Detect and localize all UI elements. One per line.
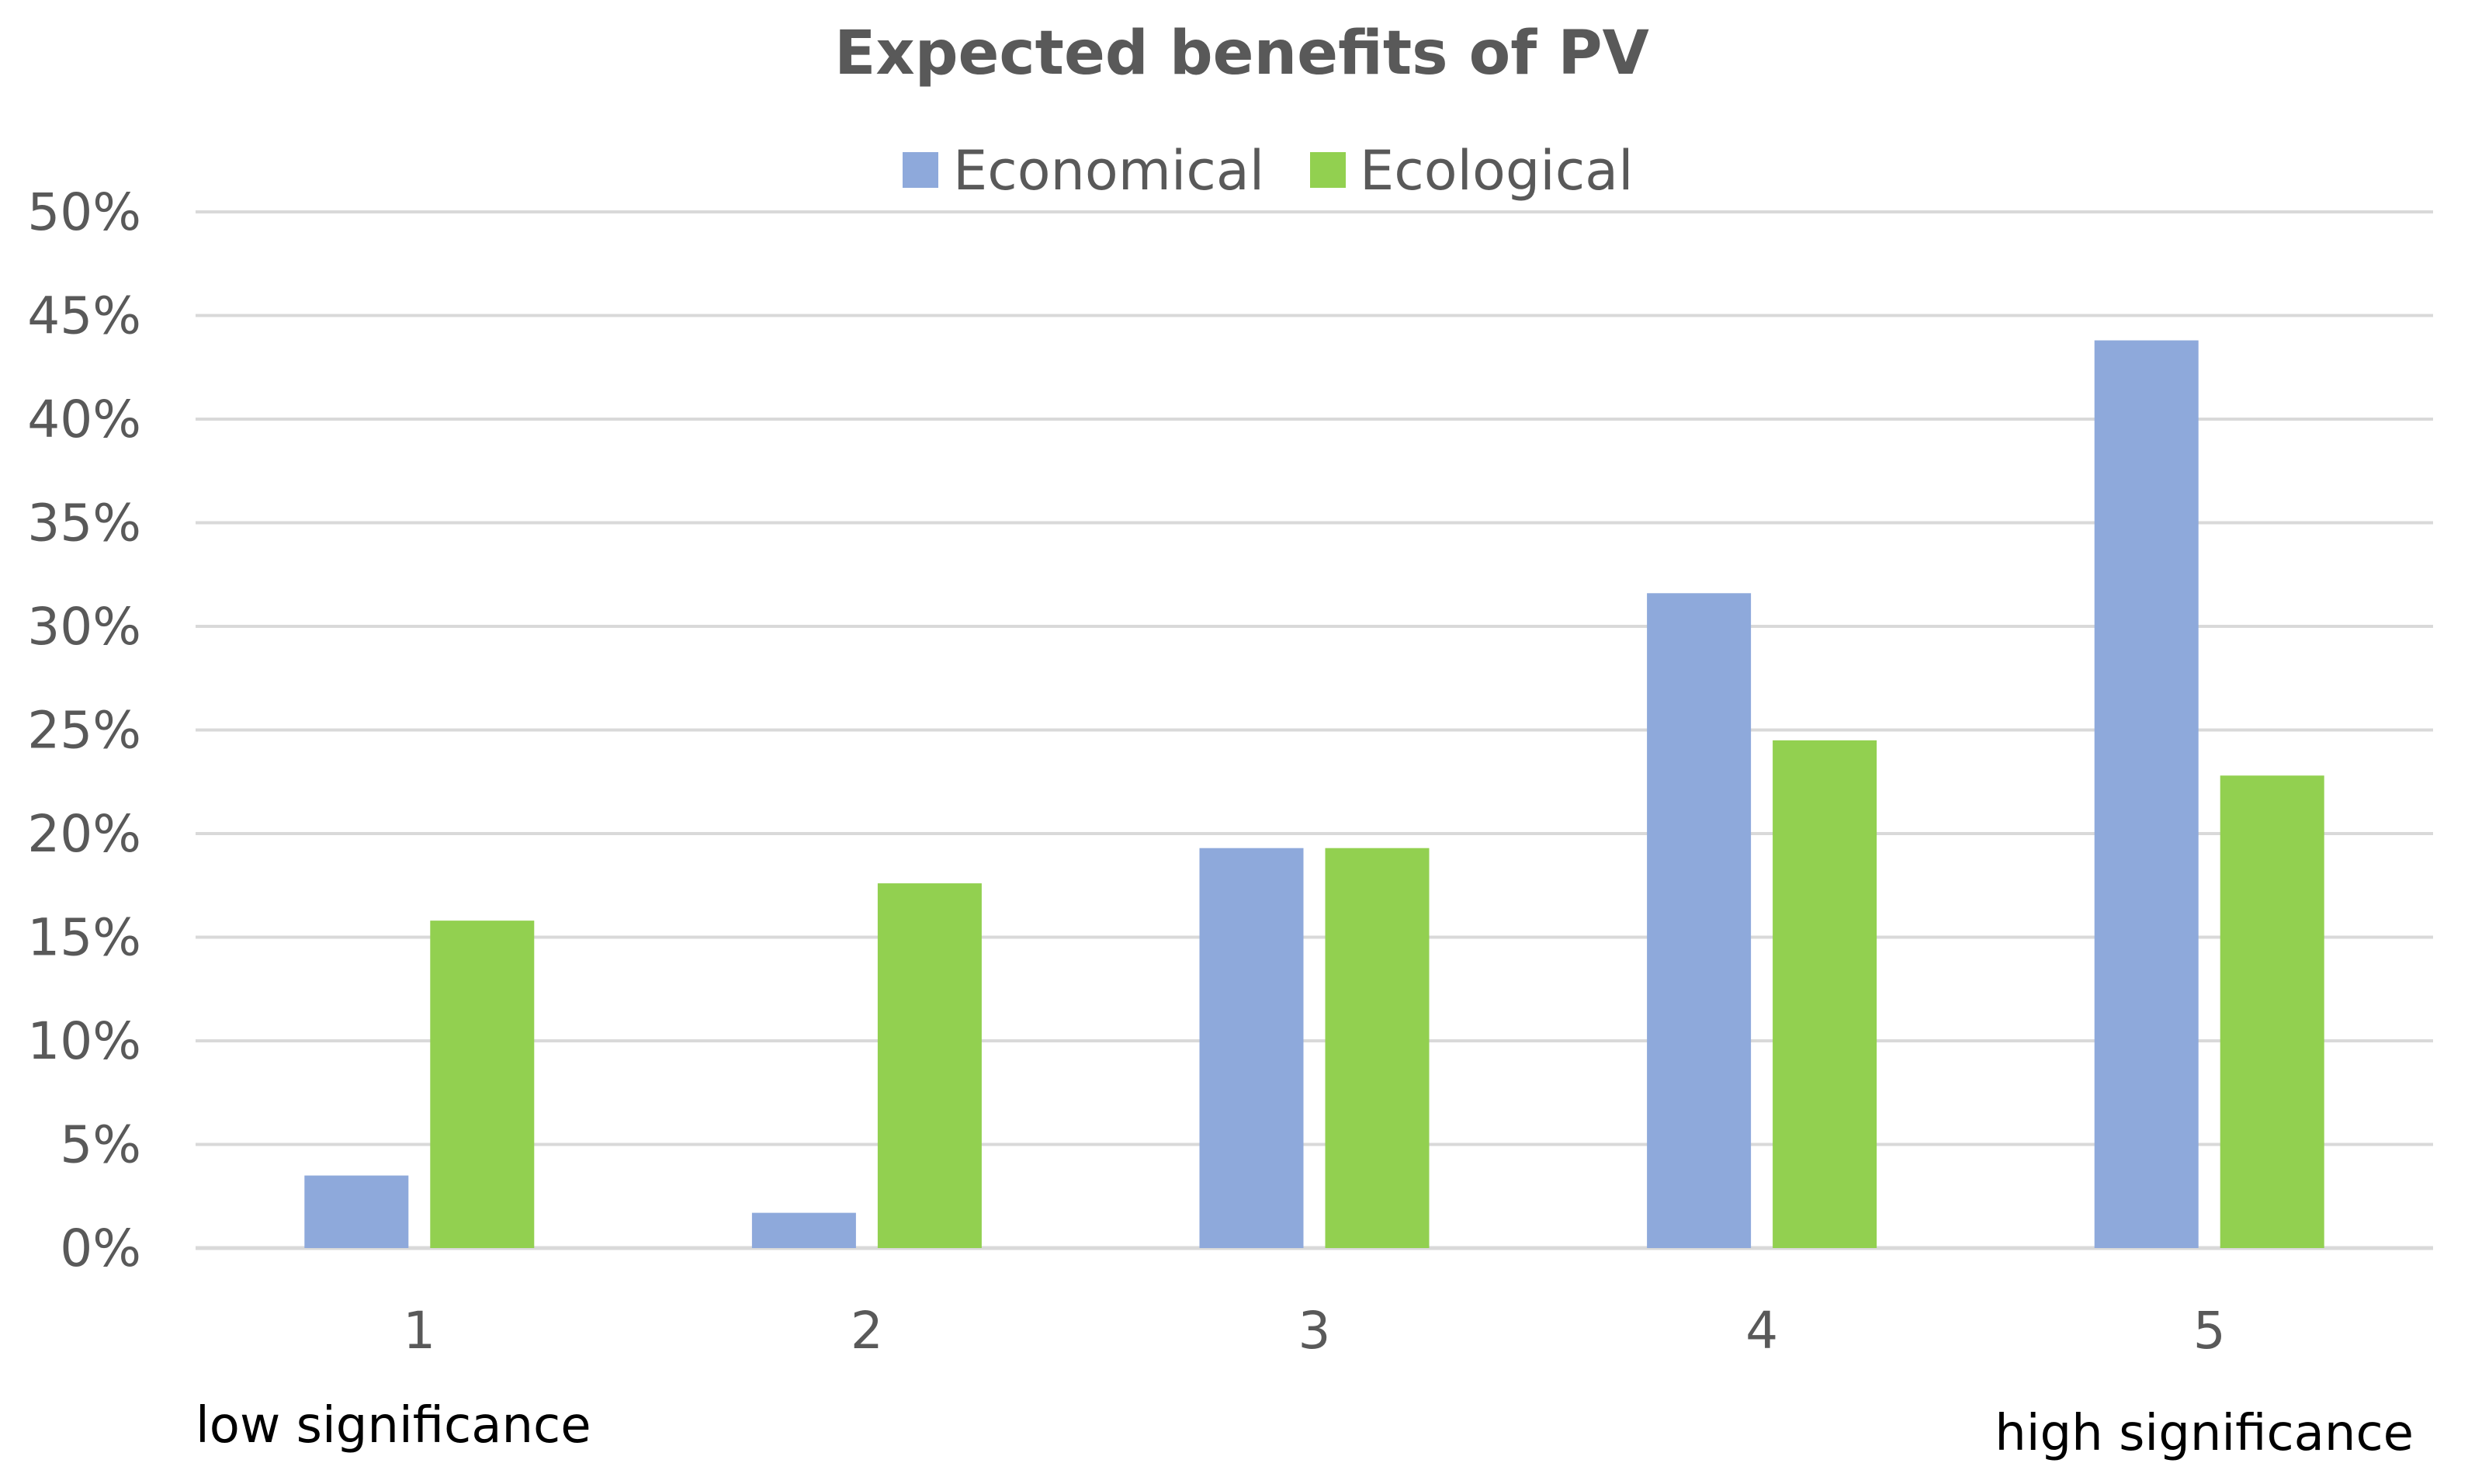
bar-ecological-1 [430, 921, 535, 1248]
legend-label-ecological: Ecological [1360, 139, 1634, 203]
y-tick-label: 25% [27, 701, 141, 761]
x-tick-label: 5 [2193, 1301, 2226, 1361]
legend-label-economical: Economical [953, 139, 1264, 203]
y-axis-ticks: 0% 5% 10% 15% 20% 25% 30% 35% 40% 45% 50% [27, 182, 141, 1278]
bar-economical-2 [751, 1212, 856, 1248]
y-tick-label: 0% [60, 1219, 141, 1278]
x-tick-label: 2 [851, 1301, 883, 1361]
low-significance-note: low significance [196, 1397, 591, 1455]
legend: Economical Ecological [903, 139, 1634, 203]
bar-ecological-5 [2220, 775, 2324, 1248]
chart-title: Expected benefits of PV [834, 19, 1649, 88]
legend-swatch-ecological [1310, 152, 1346, 188]
y-tick-label: 35% [27, 494, 141, 553]
bar-ecological-2 [877, 883, 982, 1248]
x-tick-label: 1 [403, 1301, 435, 1361]
bar-ecological-3 [1325, 848, 1430, 1248]
y-tick-label: 50% [27, 182, 141, 242]
y-tick-label: 20% [27, 804, 141, 864]
x-tick-label: 3 [1298, 1301, 1331, 1361]
bar-ecological-4 [1773, 740, 1877, 1248]
bar-economical-4 [1647, 593, 1752, 1248]
y-tick-label: 30% [27, 597, 141, 657]
x-axis-ticks: 1 2 3 4 5 [403, 1301, 2225, 1361]
legend-swatch-economical [903, 152, 938, 188]
bar-economical-5 [2094, 340, 2199, 1248]
bar-economical-3 [1199, 848, 1304, 1248]
y-tick-label: 15% [27, 908, 141, 968]
y-tick-label: 45% [27, 286, 141, 346]
gridlines [196, 210, 2433, 1250]
y-tick-label: 40% [27, 390, 141, 449]
y-tick-label: 5% [60, 1115, 141, 1175]
y-tick-label: 10% [27, 1011, 141, 1071]
bar-economical-1 [304, 1175, 409, 1248]
high-significance-note: high significance [1995, 1405, 2414, 1462]
x-tick-label: 4 [1745, 1301, 1778, 1361]
bars [304, 340, 2324, 1248]
